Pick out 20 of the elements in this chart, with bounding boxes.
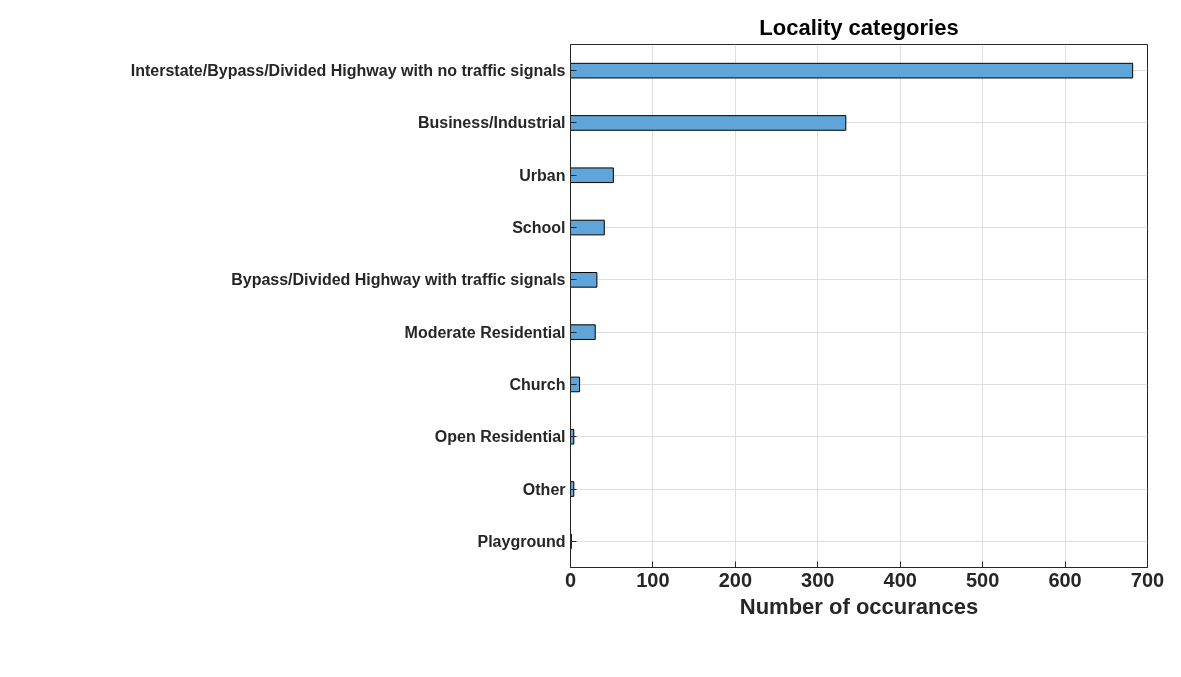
x-tick-label: 600 (1048, 568, 1082, 591)
x-tick-label: 700 (1130, 568, 1165, 591)
x-tick-label: 100 (636, 568, 670, 591)
chart-title: Locality categories (759, 14, 959, 40)
y-tick-label: Open Residential (434, 428, 566, 446)
y-tick-label: Business/Industrial (417, 114, 566, 132)
y-tick-label: Playground (477, 532, 566, 550)
y-tick-label: School (512, 219, 566, 237)
y-tick-label: Moderate Residential (404, 323, 566, 341)
y-tick-label: Bypass/Divided Highway with traffic signals (231, 271, 566, 289)
x-tick-label: 500 (965, 568, 1000, 591)
x-axis-title: Number of occurances (739, 593, 979, 619)
y-tick-label: Urban (519, 166, 566, 184)
x-tick-label: 300 (801, 568, 835, 591)
x-tick-label: 400 (883, 568, 917, 591)
y-tick-label: Other (522, 480, 566, 498)
y-tick-label: Interstate/Bypass/Divided Highway with no traffic signals (130, 62, 566, 80)
x-tick-label: 0 (564, 568, 577, 591)
x-tick-label: 200 (718, 568, 753, 591)
y-tick-label: Church (509, 375, 566, 393)
